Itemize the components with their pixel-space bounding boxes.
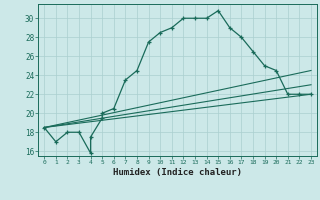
X-axis label: Humidex (Indice chaleur): Humidex (Indice chaleur) (113, 168, 242, 177)
